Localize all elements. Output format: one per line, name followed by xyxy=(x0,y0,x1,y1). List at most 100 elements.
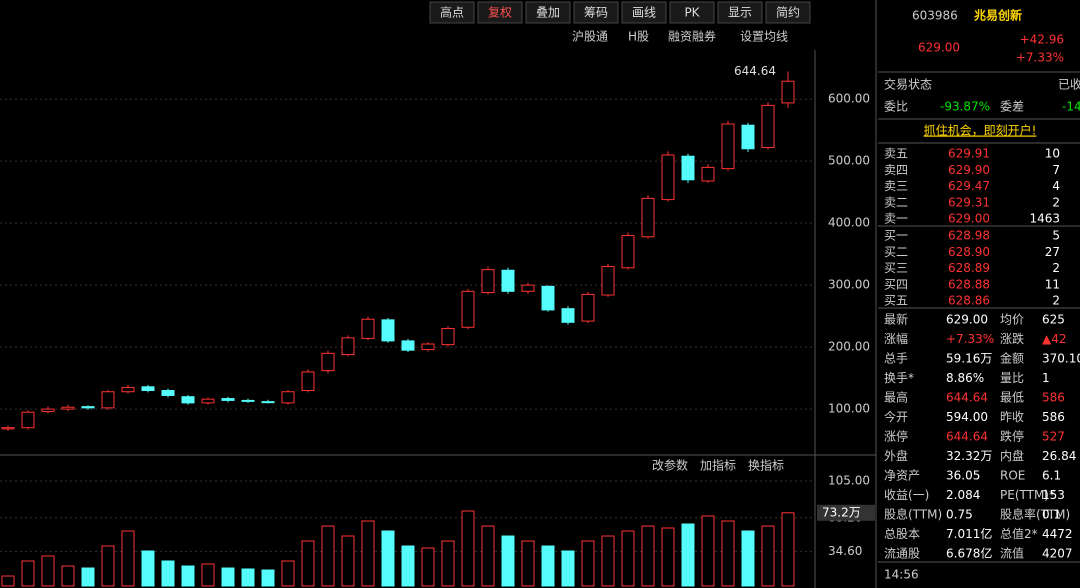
subtoolbar-label[interactable]: 沪股通 xyxy=(572,30,608,44)
book-volume: 7 xyxy=(1052,163,1060,177)
stock-code: 603986 xyxy=(912,9,958,23)
volume-bar xyxy=(581,540,595,587)
volume-toolbar-label[interactable]: 改参数 xyxy=(652,458,688,473)
candle-body xyxy=(241,399,255,402)
y-tick-label: 34.60 xyxy=(828,544,862,558)
stat-cell: 586 xyxy=(1042,410,1065,424)
stat-cell: 7.011亿 xyxy=(946,526,992,541)
toolbar-label[interactable]: 筹码 xyxy=(584,6,608,20)
y-tick-label: 400.00 xyxy=(828,216,870,230)
volume-bar xyxy=(621,530,635,587)
toolbar-label[interactable]: 复权 xyxy=(488,6,512,20)
volume-bar xyxy=(341,535,355,587)
subtoolbar-label[interactable]: H股 xyxy=(628,30,649,44)
volume-bar xyxy=(681,523,695,587)
candle-body xyxy=(161,389,175,396)
toolbar-label[interactable]: 简约 xyxy=(776,5,800,20)
volume-bar xyxy=(601,535,615,587)
candle-body xyxy=(421,343,435,351)
stat-cell: 0.1 xyxy=(1042,508,1061,522)
volume-bar xyxy=(241,568,255,587)
book-price: 628.98 xyxy=(948,229,990,243)
volume-bar xyxy=(81,567,95,587)
candle-body xyxy=(281,391,295,404)
stock-name: 兆易创新 xyxy=(974,8,1022,23)
stat-cell: 36.05 xyxy=(946,469,980,483)
candle-body xyxy=(501,269,515,292)
stat-cell: 最新 xyxy=(884,312,908,327)
volume-bar xyxy=(561,550,575,587)
stat-cell: 外盘 xyxy=(884,448,908,463)
candle-body xyxy=(661,154,675,201)
volume-bar xyxy=(161,560,175,587)
stat-cell: 6.1 xyxy=(1042,469,1061,483)
candle-body xyxy=(741,124,755,150)
volume-toolbar-label[interactable]: 换指标 xyxy=(748,458,784,473)
y-tick-label: 300.00 xyxy=(828,278,870,292)
book-volume: 2 xyxy=(1052,195,1060,209)
candle-body xyxy=(441,328,455,346)
toolbar-label[interactable]: 显示 xyxy=(728,6,752,20)
volume-bar xyxy=(541,545,555,587)
book-label: 卖二 xyxy=(884,195,908,209)
volume-bar xyxy=(201,563,215,587)
promo[interactable]: 抓住机会，即刻开户! xyxy=(924,123,1037,138)
toolbar-label[interactable]: PK xyxy=(684,6,700,20)
stat-cell: 527 xyxy=(1042,430,1065,444)
candle-body xyxy=(1,427,15,430)
toolbar-button[interactable] xyxy=(669,1,715,24)
toolbar-label[interactable]: 画线 xyxy=(632,6,656,20)
toolbar-label[interactable]: 叠加 xyxy=(536,6,560,20)
toolbar-button[interactable] xyxy=(621,1,667,24)
stat-cell: 最高 xyxy=(884,390,908,405)
subtoolbar-label[interactable]: 融资融券 xyxy=(668,29,716,44)
book-label: 买四 xyxy=(884,277,908,291)
toolbar-label[interactable]: 高点 xyxy=(440,5,464,20)
toolbar-button[interactable] xyxy=(765,1,811,24)
candle-body xyxy=(481,269,495,294)
volume-bar xyxy=(141,550,155,587)
candle-body xyxy=(401,340,415,351)
stat-cell: 最低 xyxy=(1000,391,1024,405)
candle-body xyxy=(361,318,375,339)
volume-bar xyxy=(381,530,395,587)
volume-bar xyxy=(641,525,655,587)
y-tick-label: 105.00 xyxy=(828,474,870,488)
stat-cell: 均价 xyxy=(1000,313,1024,327)
candle-body xyxy=(761,104,775,149)
toolbar-button[interactable] xyxy=(477,1,523,24)
volume-bar xyxy=(261,569,275,587)
volume-bar xyxy=(521,540,535,587)
volume-bar xyxy=(21,560,35,587)
toolbar-button[interactable] xyxy=(525,1,571,24)
toolbar-button[interactable] xyxy=(717,1,763,24)
book-price: 628.90 xyxy=(948,245,990,259)
toolbar-button[interactable] xyxy=(429,1,475,24)
stat-cell: 625 xyxy=(1042,313,1065,327)
candle-body xyxy=(781,80,795,104)
toolbar-button[interactable] xyxy=(573,1,619,24)
change-pct: +7.33% xyxy=(1016,51,1064,65)
volume-bar xyxy=(301,540,315,587)
subtoolbar-label[interactable]: 设置均线 xyxy=(740,30,788,44)
candle-body xyxy=(321,352,335,372)
book-label: 买一 xyxy=(884,229,908,243)
volume-bar xyxy=(181,565,195,587)
stat-cell: 昨收 xyxy=(1000,410,1024,424)
stat-cell: 1 xyxy=(1042,371,1050,385)
candle-body xyxy=(261,401,275,404)
volume-bar xyxy=(361,520,375,587)
ratio-cell: 委比 xyxy=(884,100,908,114)
stat-cell: 流通股 xyxy=(884,547,920,561)
stat-cell: 量比 xyxy=(1000,371,1024,385)
volume-bar xyxy=(661,527,675,587)
candle-body xyxy=(181,396,195,404)
book-volume: 4 xyxy=(1052,179,1060,193)
stat-cell: 644.64 xyxy=(946,391,988,405)
volume-bar xyxy=(781,512,795,587)
volume-toolbar-label[interactable]: 加指标 xyxy=(700,458,736,473)
status-value: 已收 xyxy=(1058,78,1080,92)
stat-cell: 今开 xyxy=(884,409,908,424)
stat-cell: 153 xyxy=(1042,488,1065,502)
